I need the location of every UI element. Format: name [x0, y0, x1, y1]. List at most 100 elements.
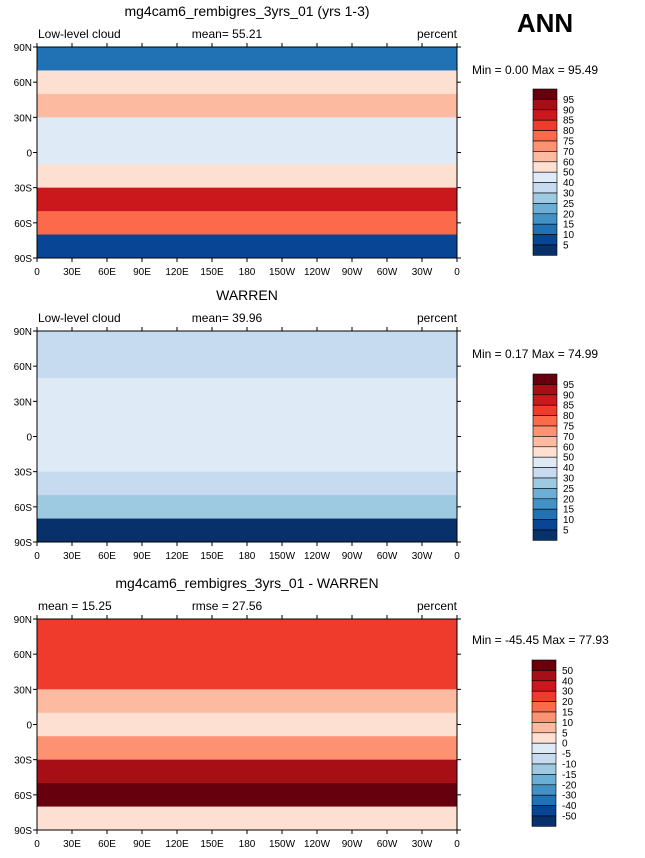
colorbar-box — [532, 88, 558, 100]
colorbar-box — [532, 99, 558, 111]
panel-variable-label: Low-level cloud — [38, 27, 121, 41]
panel-units-label: percent — [417, 27, 458, 41]
colorbar-box — [531, 701, 557, 713]
y-tick-label: 60N — [14, 650, 32, 661]
colorbar-label: -50 — [562, 812, 577, 823]
colorbar-label: 10 — [563, 515, 575, 526]
x-tick-label: 0 — [34, 839, 40, 850]
colorbar-box — [532, 140, 558, 152]
colorbar-box — [531, 763, 557, 775]
y-tick-label: 30N — [14, 397, 32, 408]
colorbar-box — [532, 373, 558, 385]
panel-min-max: Min = 0.00 Max = 95.49 — [472, 63, 598, 77]
y-tick-label: 30N — [14, 685, 32, 696]
lat-band — [37, 806, 457, 831]
panel-min-max: Min = -45.45 Max = 77.93 — [472, 633, 609, 647]
colorbar-label: 40 — [563, 178, 575, 189]
lat-band — [37, 736, 457, 761]
x-tick-label: 60W — [377, 267, 398, 278]
colorbar-label: 75 — [563, 137, 575, 148]
lat-band — [37, 783, 457, 808]
panel-variable-label: Low-level cloud — [38, 311, 121, 325]
colorbar-box — [532, 404, 558, 416]
lat-band — [37, 187, 457, 212]
lat-band — [37, 70, 457, 95]
x-tick-label: 30W — [412, 551, 433, 562]
y-tick-label: 90S — [14, 826, 32, 837]
colorbar-box — [532, 109, 558, 121]
lat-band — [37, 689, 457, 714]
lat-band — [37, 331, 457, 355]
panel-min-max: Min = 0.17 Max = 74.99 — [472, 347, 598, 361]
x-tick-label: 120E — [165, 839, 189, 850]
lat-band — [37, 448, 457, 473]
lat-band — [37, 471, 457, 496]
x-tick-label: 60W — [377, 839, 398, 850]
y-tick-label: 90N — [14, 327, 32, 338]
y-tick-label: 60S — [14, 503, 32, 514]
colorbar-box — [532, 203, 558, 215]
colorbar-label: 30 — [562, 687, 574, 698]
colorbar-label: 10 — [562, 718, 574, 729]
colorbar-box — [531, 690, 557, 702]
colorbar-box — [531, 784, 557, 796]
colorbar-label: 95 — [563, 380, 575, 391]
colorbar-label: 95 — [563, 95, 575, 106]
season-label: ANN — [517, 8, 573, 38]
panel-stat-label: mean= 39.96 — [192, 311, 263, 325]
lat-band — [37, 93, 457, 118]
colorbar-box — [532, 446, 558, 458]
colorbar-box — [531, 680, 557, 692]
x-tick-label: 120E — [165, 267, 189, 278]
colorbar-label: 90 — [563, 390, 575, 401]
colorbar-label: 70 — [563, 147, 575, 158]
colorbar-box — [531, 815, 557, 827]
colorbar-label: 85 — [563, 116, 575, 127]
colorbar-box — [531, 774, 557, 786]
y-tick-label: 0 — [26, 721, 32, 732]
colorbar-label: -30 — [562, 791, 577, 802]
colorbar-box — [532, 119, 558, 131]
x-tick-label: 150W — [269, 839, 296, 850]
x-tick-label: 0 — [454, 551, 460, 562]
colorbar-label: 40 — [562, 676, 574, 687]
x-tick-label: 150E — [200, 267, 224, 278]
colorbar-label: 20 — [563, 494, 575, 505]
colorbar-box — [531, 742, 557, 754]
lat-band — [37, 377, 457, 402]
colorbar-box — [531, 711, 557, 723]
x-tick-label: 90W — [342, 551, 363, 562]
x-tick-label: 150W — [269, 267, 296, 278]
colorbar-box — [532, 171, 558, 183]
y-tick-label: 30S — [14, 756, 32, 767]
colorbar-label: 80 — [563, 126, 575, 137]
colorbar-label: 50 — [562, 666, 574, 677]
colorbar-box — [532, 436, 558, 448]
colorbar-label: -10 — [562, 760, 577, 771]
colorbar-box — [532, 130, 558, 142]
colorbar-box — [532, 488, 558, 500]
colorbar-label: 0 — [562, 739, 568, 750]
colorbar-label: 80 — [563, 411, 575, 422]
colorbar-label: 5 — [563, 526, 569, 537]
colorbar-label: -40 — [562, 801, 577, 812]
panel-units-label: percent — [417, 599, 458, 613]
colorbar-label: 15 — [562, 708, 574, 719]
x-tick-label: 120W — [304, 551, 331, 562]
y-tick-label: 60S — [14, 219, 32, 230]
colorbar-box — [532, 415, 558, 427]
x-tick-label: 30W — [412, 839, 433, 850]
x-tick-label: 90E — [133, 267, 151, 278]
lat-band — [37, 759, 457, 784]
colorbar-box — [532, 456, 558, 468]
colorbar-label: 50 — [563, 453, 575, 464]
x-tick-label: 150W — [269, 551, 296, 562]
x-tick-label: 120W — [304, 267, 331, 278]
y-tick-label: 90S — [14, 254, 32, 265]
x-tick-label: 120E — [165, 551, 189, 562]
